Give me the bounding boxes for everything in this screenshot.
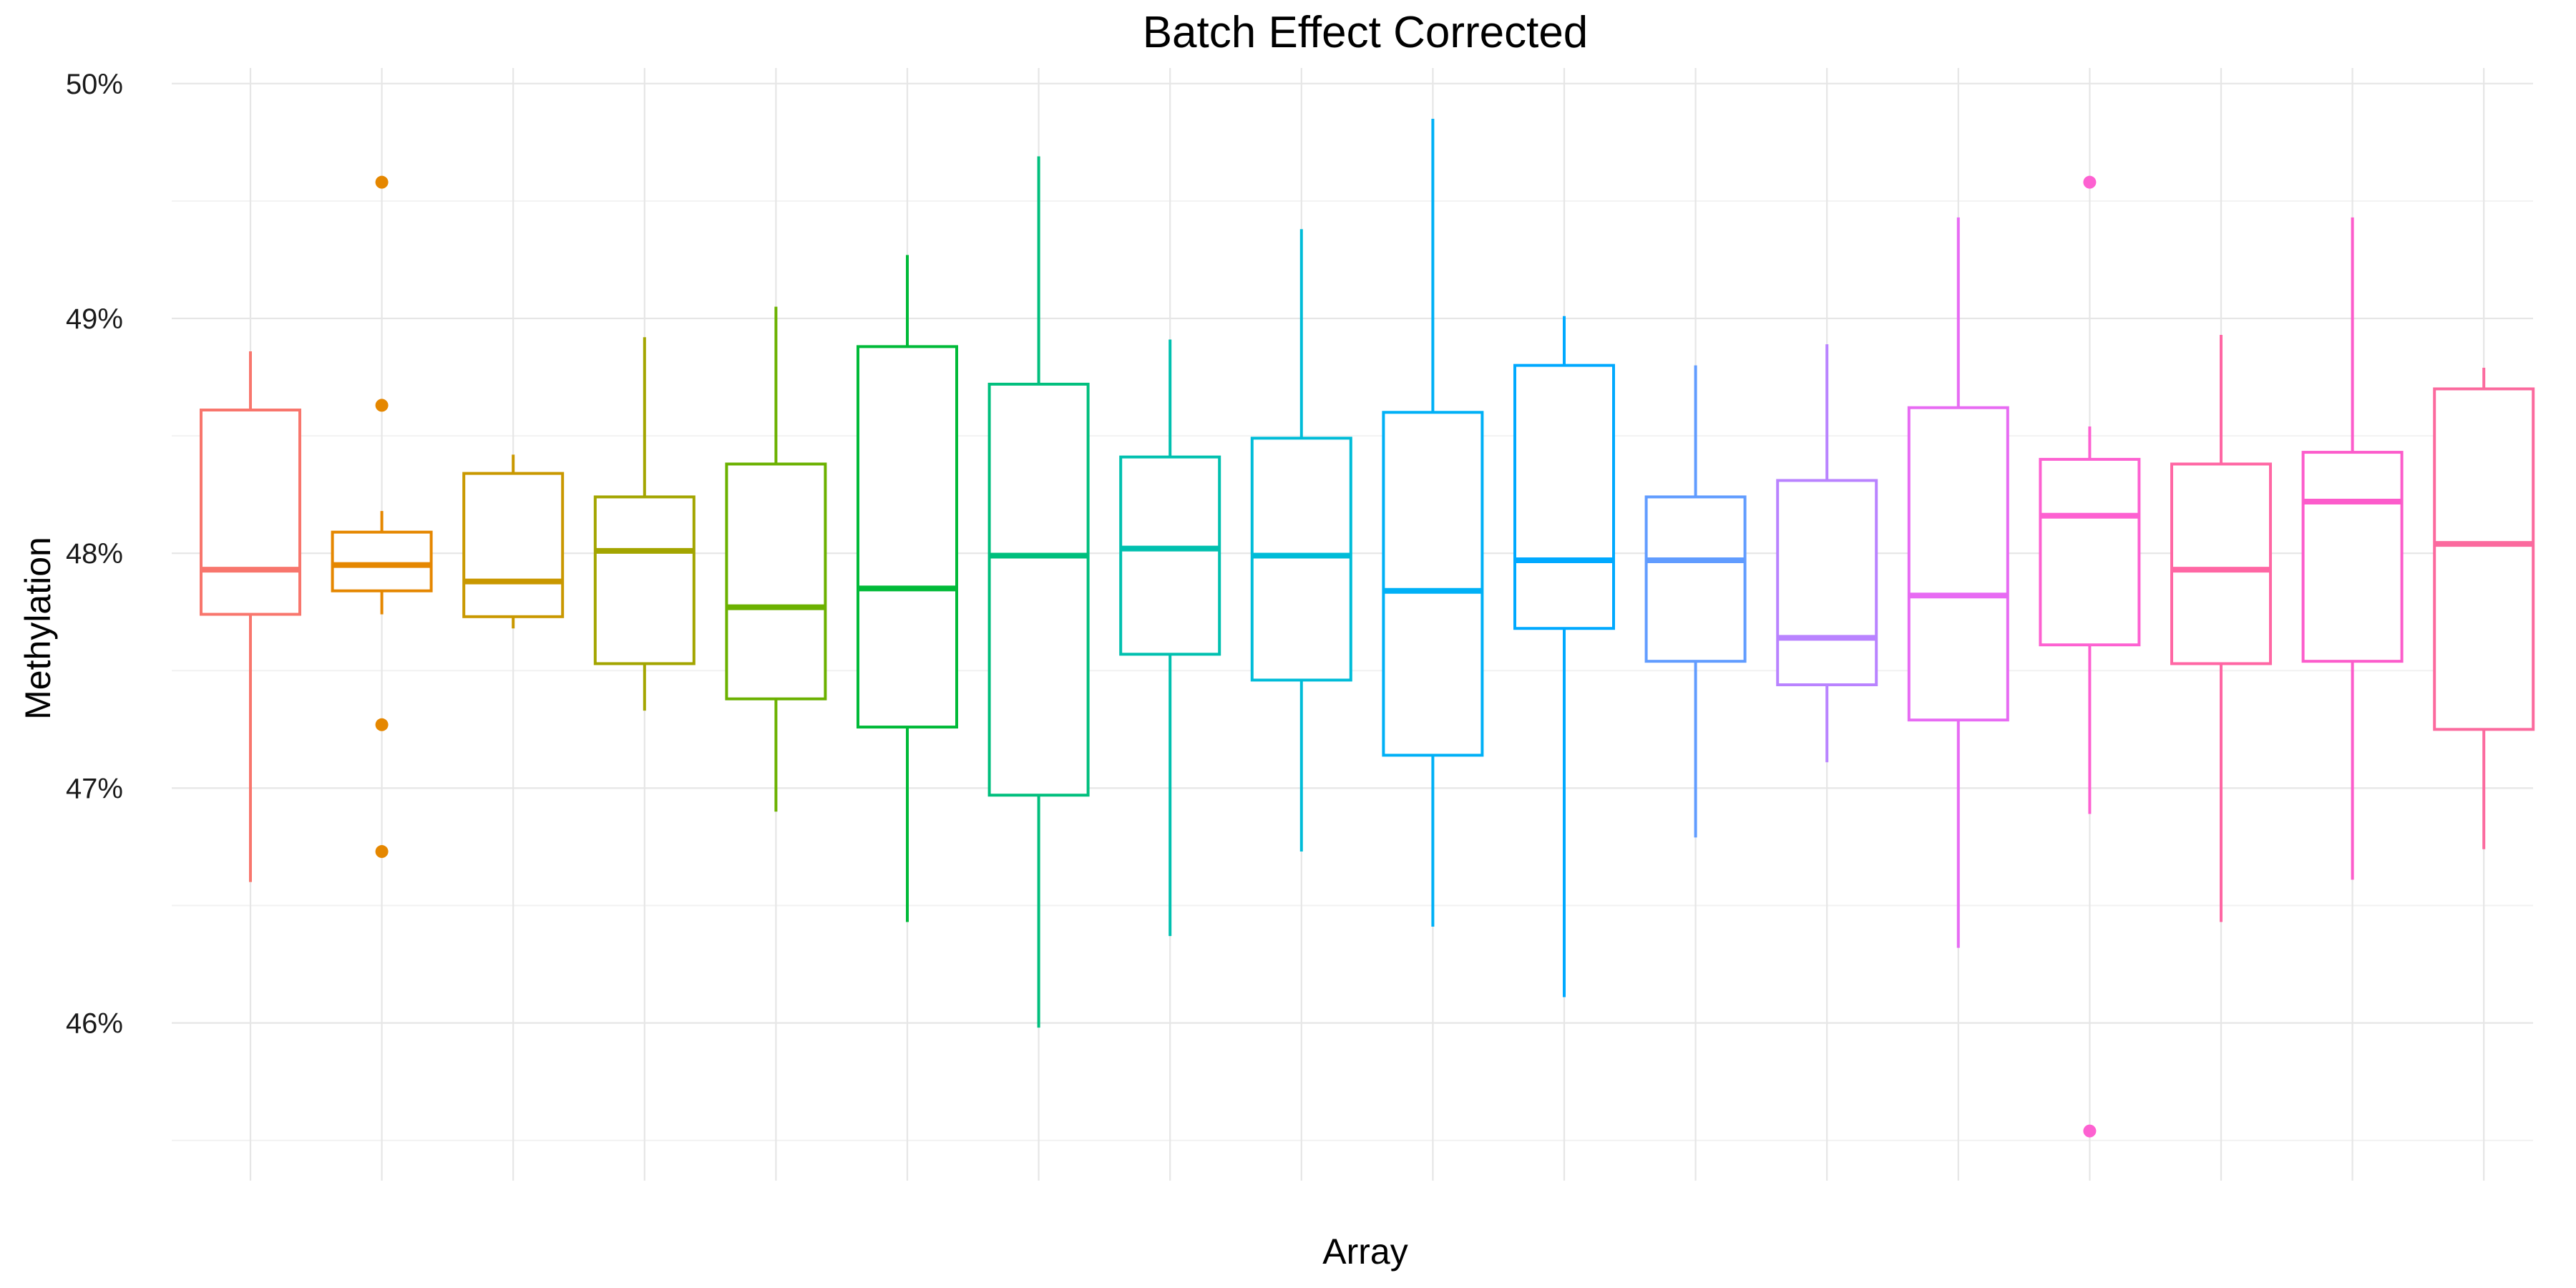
outlier-point (2083, 175, 2097, 189)
box-3 (462, 454, 565, 629)
box-body (2170, 462, 2272, 665)
box-body (1776, 479, 1878, 686)
box-1 (200, 351, 301, 882)
box-body (2039, 457, 2141, 647)
box-body (1119, 455, 1221, 656)
box-9 (1250, 229, 1352, 852)
box-12 (1644, 365, 1747, 838)
box-body (987, 382, 1090, 797)
box-body (2433, 387, 2535, 731)
outlier-point (375, 175, 389, 189)
outlier-point (375, 399, 389, 412)
box-body (1250, 436, 1352, 682)
box-4 (593, 337, 696, 711)
outlier-point (2083, 1124, 2097, 1138)
box-18 (2433, 367, 2535, 849)
box-6 (857, 255, 958, 922)
box-17 (2301, 217, 2404, 880)
box-body (1907, 406, 2009, 722)
box-body (725, 462, 827, 701)
box-7 (987, 156, 1090, 1028)
y-tick-label: 50% (66, 69, 123, 100)
box-13 (1776, 344, 1878, 763)
box-body (331, 530, 433, 592)
outlier-point (375, 845, 389, 859)
outlier-point (375, 718, 389, 731)
box-14 (1907, 217, 2009, 948)
box-10 (1382, 119, 1484, 927)
box-2 (331, 175, 433, 859)
box-15 (2039, 175, 2141, 1138)
y-axis-title: Methylation (18, 537, 58, 720)
box-body (2301, 451, 2404, 663)
y-axis-tick-labels: 46% 47% 48% 49% 50% (66, 69, 123, 1040)
y-tick-label: 47% (66, 773, 123, 804)
box-11 (1513, 316, 1615, 997)
y-tick-label: 49% (66, 303, 123, 335)
box-16 (2170, 334, 2272, 922)
box-body (857, 345, 958, 729)
box-body (1382, 411, 1484, 757)
y-tick-label: 46% (66, 1008, 123, 1040)
box-series (200, 119, 2535, 1138)
box-body (593, 495, 696, 665)
box-body (1513, 364, 1615, 630)
box-8 (1119, 339, 1221, 937)
box-body (462, 472, 565, 618)
y-tick-label: 48% (66, 538, 123, 570)
box-body (200, 408, 301, 616)
chart-title: Batch Effect Corrected (1143, 8, 1589, 57)
x-axis-title: Array (1322, 1231, 1407, 1272)
box-5 (725, 306, 827, 812)
box-body (1644, 495, 1747, 663)
